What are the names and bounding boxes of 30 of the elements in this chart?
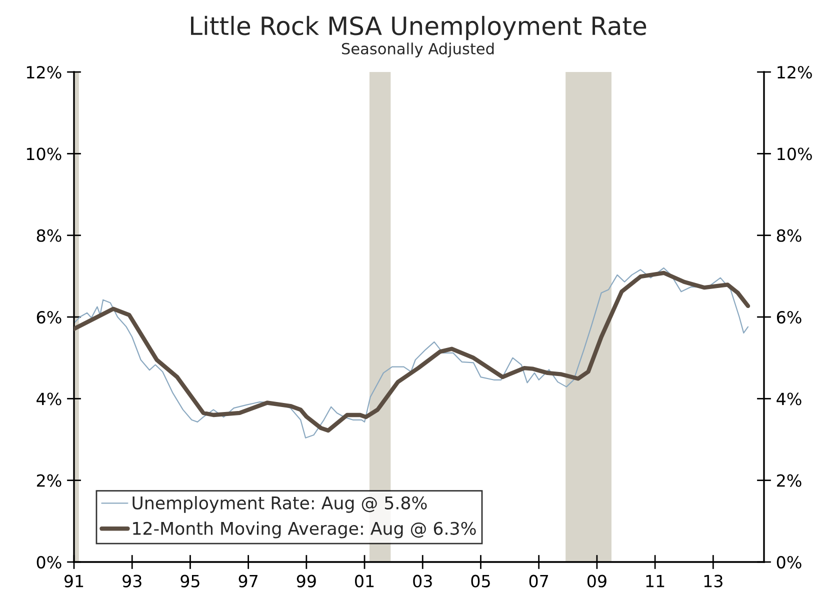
x-tick-label: 95 (180, 574, 200, 588)
x-tick-label: 99 (296, 574, 316, 588)
x-tick-label: 13 (704, 574, 722, 588)
y2-tick-label: 6% (776, 310, 802, 324)
legend-label: Unemployment Rate: Aug @ 5.8% (132, 496, 427, 513)
x-tick-label: 91 (64, 574, 84, 588)
y-tick-label: 10% (26, 148, 62, 160)
chart-subtitle: Seasonally Adjusted (342, 42, 494, 58)
y-tick-label: 2% (36, 474, 62, 487)
x-tick-label: 01 (355, 574, 374, 588)
y-tick-label: 12% (26, 66, 62, 79)
x-tick-label: 97 (238, 574, 258, 588)
legend-label: 12-Month Moving Average: Aug @ 6.3% (133, 522, 476, 538)
y2-tick-label: 8% (776, 229, 802, 242)
x-tick-label: 05 (471, 574, 490, 588)
y2-tick-label: 12% (778, 66, 812, 79)
x-tick-label: 03 (413, 574, 432, 588)
y-tick-label: 4% (36, 392, 62, 406)
x-tick-label: 09 (587, 574, 606, 588)
y2-tick-label: 4% (776, 392, 802, 406)
x-tick-label: 93 (122, 574, 142, 588)
x-tick-label: 07 (529, 574, 548, 588)
y2-tick-label: 10% (778, 148, 812, 160)
y2-tick-label: 0% (776, 556, 802, 569)
x-tick-label: 11 (646, 575, 664, 588)
y-tick-label: 6% (36, 310, 62, 324)
y-tick-label: 8% (36, 229, 62, 242)
y-tick-label: 0% (36, 556, 62, 569)
y2-tick-label: 2% (777, 474, 802, 487)
chart-title: Little Rock MSA Unemployment Rate (191, 16, 646, 40)
